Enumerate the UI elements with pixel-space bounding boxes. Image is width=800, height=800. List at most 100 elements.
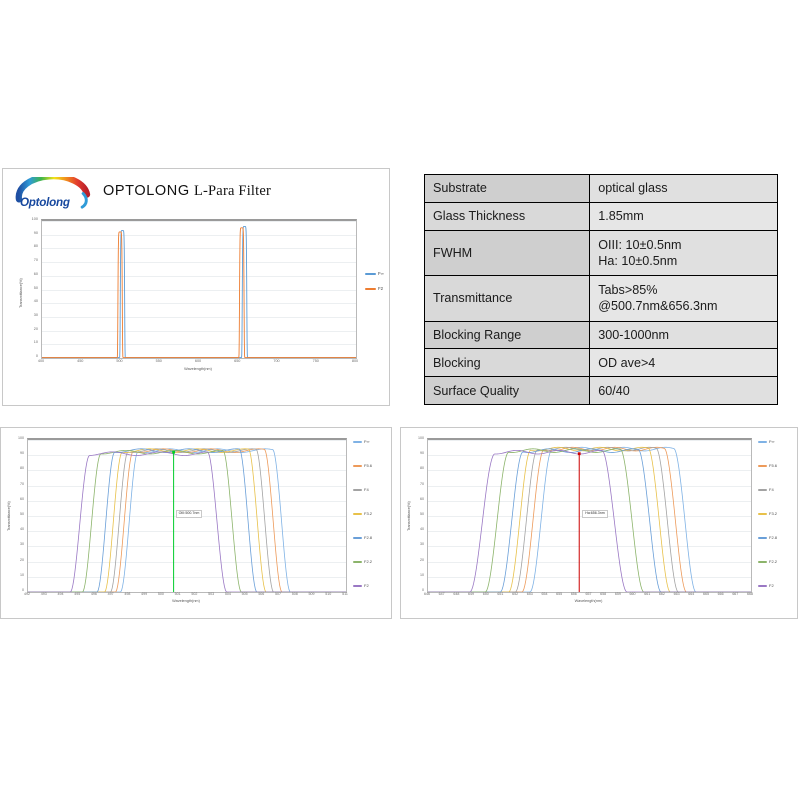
x-tick-label: 550 [155,359,162,363]
y-axis-title: Transmittance(%) [407,501,411,531]
chart-legend: F∞ F2 [365,271,395,304]
x-tick-label: 800 [351,359,359,363]
brand-header: Optolong OPTOLONG L-Para Filter [3,173,389,211]
curve-f2.8 [428,448,751,592]
y-tick-label: 40 [33,299,38,304]
gridline [28,500,346,502]
x-tick-label: 655 [556,592,563,596]
ha-chart-panel: Ha:656.3nm 0 10 20 30 40 50 60 70 80 90 100 646 647 64… [400,427,798,619]
spec-value: 1.85mm [589,201,778,231]
overview-chart-panel: Optolong OPTOLONG L-Para Filter 0 10 20 30 4… [2,168,390,406]
x-tick-label: 503 [208,592,215,596]
legend-item[interactable]: F5.6 [353,464,372,468]
legend-item[interactable]: F2.8 [758,536,777,540]
x-tick-label: 650 [234,359,241,363]
oiii-chart-panel: OIII:500.7nm 0 10 20 30 40 50 60 70 80 90 100 492 493… [0,427,392,619]
legend-item[interactable]: F2.2 [353,560,372,564]
spec-row: Glass Thickness 1.85mm [423,201,778,231]
legend-label: F2.2 [364,559,373,564]
gridline [42,221,356,222]
x-tick-label: 661 [644,592,651,596]
curve-f [28,448,346,592]
x-tick-label: 500 [116,359,123,363]
gridline [428,546,751,548]
y-tick-label: 80 [420,466,424,471]
x-tick-label: 499 [141,592,148,596]
x-tick-label: 509 [308,592,315,596]
legend-item[interactable]: F3.2 [758,512,777,516]
curve-f2.8 [28,448,346,592]
legend-item[interactable]: F∞ [365,271,384,276]
y-tick-label: 60 [420,496,424,501]
legend-label: F2 [364,583,369,588]
y-tick-label: 90 [20,451,24,456]
gridline [42,344,356,346]
gridline [42,303,356,305]
spec-row: Transmittance Tabs>85% @500.7nm&656.3nm [423,275,778,322]
gridline [428,561,751,563]
legend-label: F∞ [769,439,775,444]
x-axis-title: Wavelength(nm) [184,367,212,371]
legend-swatch [758,537,767,539]
legend-swatch [365,287,376,290]
x-tick-label: 450 [77,359,84,363]
y-tick-label: 30 [33,312,38,317]
x-tick-label: 659 [614,592,621,596]
x-axis-title: Wavelength(nm) [574,599,603,603]
curve-f [42,226,356,358]
marker-point [577,452,581,456]
legend-item[interactable]: F2 [365,286,383,291]
curve-f [428,446,751,592]
legend-item[interactable]: F2.2 [758,560,777,564]
x-tick-label: 648 [453,592,460,596]
gridline [428,470,751,472]
x-tick-label: 657 [585,592,592,596]
curve-f2.2 [28,449,346,592]
x-tick-label: 502 [191,592,198,596]
x-tick-label: 497 [107,592,114,596]
x-tick-label: 650 [482,592,489,596]
legend-item[interactable]: F2 [758,584,774,588]
x-tick-label: 660 [629,592,636,596]
legend-item[interactable]: F3.2 [353,512,372,516]
spec-table-element: Substrate optical glass Glass Thickness 1.8… [423,174,778,405]
legend-swatch [365,272,376,275]
x-tick-label: 504 [224,592,231,596]
x-tick-label: 654 [541,592,548,596]
y-tick-label: 0 [35,354,38,358]
spec-key: Substrate [423,174,591,203]
legend-swatch [758,441,767,443]
y-tick-label: 60 [20,496,24,501]
gridline [428,576,751,578]
gridline [42,316,356,318]
x-tick-label: 664 [688,592,695,596]
legend-item[interactable]: F4 [758,488,774,492]
spec-row: Substrate optical glass [423,174,778,203]
legend-item[interactable]: F2 [353,584,369,588]
x-tick-label: 496 [90,592,97,596]
gridline [28,470,346,472]
spec-key: Blocking [423,348,591,378]
y-tick-label: 20 [420,557,424,562]
legend-item[interactable]: F4 [353,488,369,492]
y-tick-label: 40 [420,527,424,532]
x-tick-label: 494 [57,592,64,596]
y-tick-label: 80 [33,244,38,249]
gridline [42,275,356,277]
marker-annotation: OIII:500.7nm [175,510,203,518]
legend-item[interactable]: F∞ [353,440,369,444]
legend-item[interactable]: F5.6 [758,464,777,468]
x-tick-label: 665 [702,592,709,596]
optolong-logo-icon: Optolong [13,177,93,211]
x-tick-label: 507 [275,592,282,596]
y-tick-label: 10 [33,340,38,345]
legend-item[interactable]: F∞ [758,440,774,444]
legend-label: F3.2 [769,511,778,516]
gridline [42,234,356,236]
x-tick-label: 647 [438,592,445,596]
gridline [28,440,346,441]
x-tick-label: 667 [732,592,739,596]
y-tick-label: 100 [418,436,424,440]
legend-item[interactable]: F2.8 [353,536,372,540]
gridline [428,440,751,441]
